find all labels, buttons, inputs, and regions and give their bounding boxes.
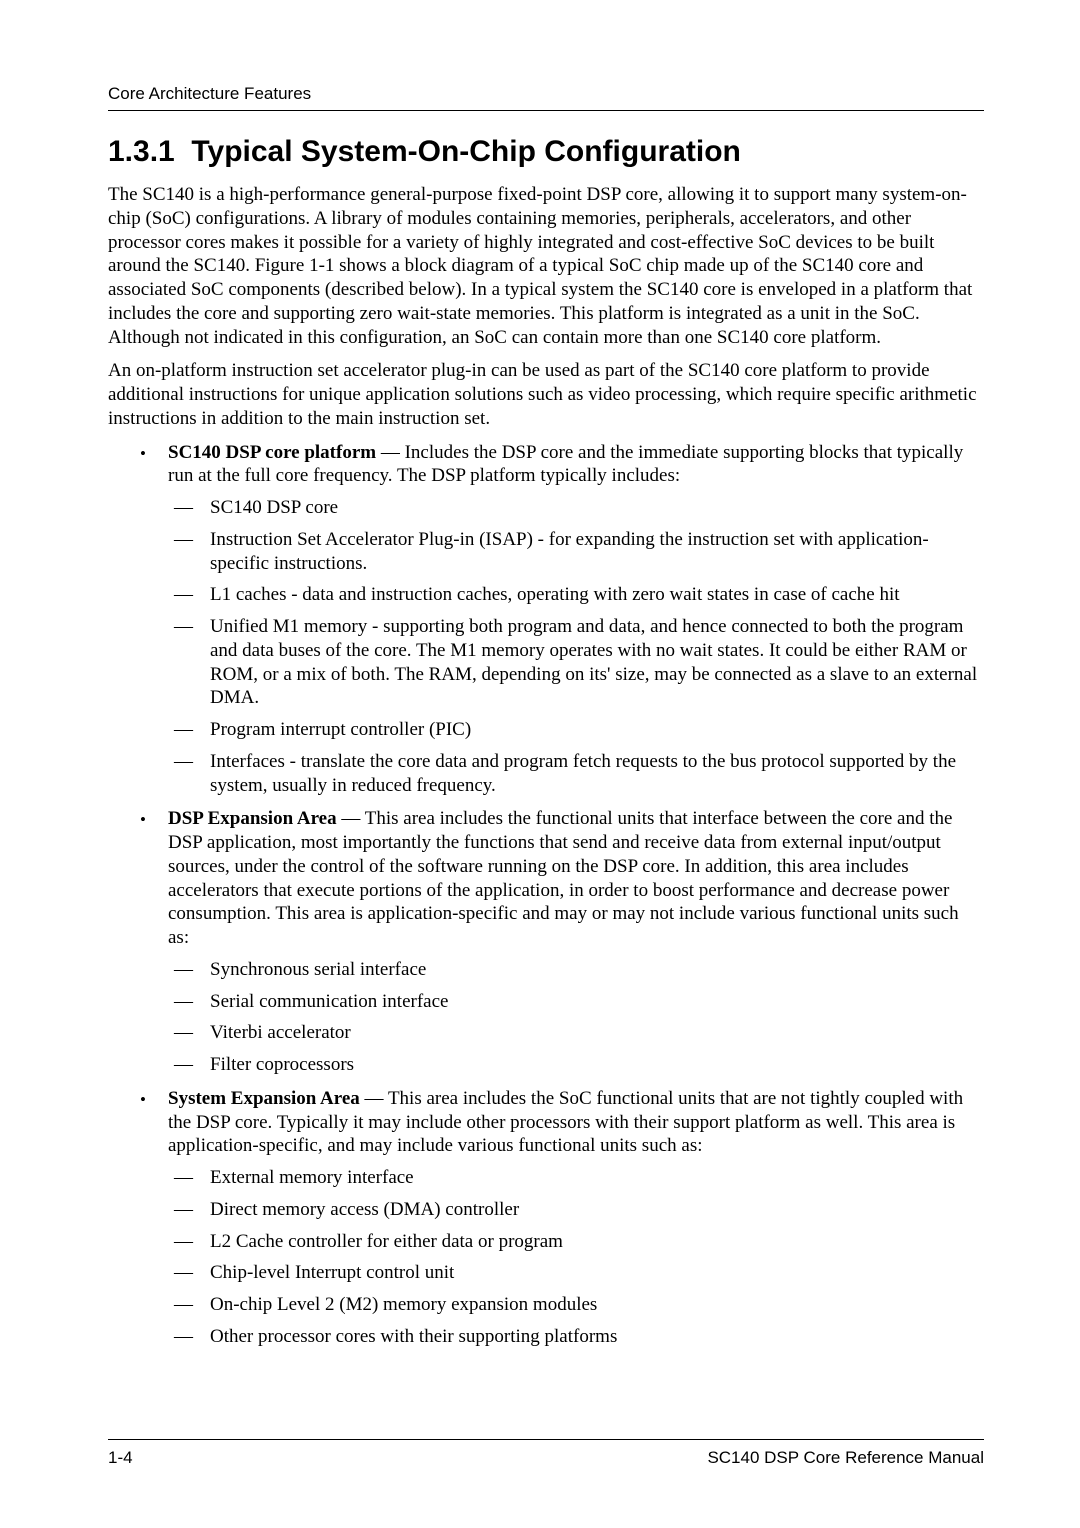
dash-icon: — xyxy=(174,583,193,607)
b1-sub-3-text: L1 caches - data and instruction caches,… xyxy=(210,584,900,605)
b1-sub-6: —Interfaces - translate the core data an… xyxy=(210,750,984,798)
b2-sub-1-text: Synchronous serial interface xyxy=(210,959,426,980)
bullet-item-2: • DSP Expansion Area — This area include… xyxy=(168,807,984,1077)
b2-sub-4: —Filter coprocessors xyxy=(210,1053,984,1077)
b2-sub-1: —Synchronous serial interface xyxy=(210,958,984,982)
b3-sub-3: —L2 Cache controller for either data or … xyxy=(210,1230,984,1254)
dash-icon: — xyxy=(174,528,193,552)
b3-sub-3-text: L2 Cache controller for either data or p… xyxy=(210,1231,563,1252)
bullet-3-lead: System Expansion Area xyxy=(168,1088,360,1109)
bullet-1-lead: SC140 DSP core platform xyxy=(168,442,376,463)
b1-sub-3: —L1 caches - data and instruction caches… xyxy=(210,583,984,607)
footer: 1-4 SC140 DSP Core Reference Manual xyxy=(108,1439,984,1468)
b3-sub-6: —Other processor cores with their suppor… xyxy=(210,1325,984,1349)
dash-icon: — xyxy=(174,1261,193,1285)
paragraph-1: The SC140 is a high-performance general-… xyxy=(108,183,984,349)
dash-icon: — xyxy=(174,1166,193,1190)
bullet-icon: • xyxy=(140,1089,146,1110)
bullet-list: • SC140 DSP core platform — Includes the… xyxy=(108,441,984,1349)
b3-sub-1-text: External memory interface xyxy=(210,1167,414,1188)
dash-icon: — xyxy=(174,615,193,639)
b1-sub-4: —Unified M1 memory - supporting both pro… xyxy=(210,615,984,710)
dash-icon: — xyxy=(174,1325,193,1349)
paragraph-2: An on-platform instruction set accelerat… xyxy=(108,359,984,430)
b3-sub-5-text: On-chip Level 2 (M2) memory expansion mo… xyxy=(210,1294,597,1315)
section-number: 1.3.1 xyxy=(108,135,175,168)
dash-icon: — xyxy=(174,718,193,742)
dash-icon: — xyxy=(174,1053,193,1077)
b2-sub-3: —Viterbi accelerator xyxy=(210,1021,984,1045)
b3-sub-6-text: Other processor cores with their support… xyxy=(210,1326,617,1347)
footer-row: 1-4 SC140 DSP Core Reference Manual xyxy=(108,1448,984,1468)
b1-sub-6-text: Interfaces - translate the core data and… xyxy=(210,751,956,796)
b2-sub-2: —Serial communication interface xyxy=(210,990,984,1014)
section-title: Typical System-On-Chip Configuration xyxy=(191,135,740,168)
b3-sub-5: —On-chip Level 2 (M2) memory expansion m… xyxy=(210,1293,984,1317)
dash-icon: — xyxy=(174,1230,193,1254)
bullet-icon: • xyxy=(140,443,146,464)
b1-sub-5: —Program interrupt controller (PIC) xyxy=(210,718,984,742)
bullet-1-sublist: —SC140 DSP core —Instruction Set Acceler… xyxy=(168,496,984,797)
b2-sub-4-text: Filter coprocessors xyxy=(210,1054,354,1075)
bullet-icon: • xyxy=(140,809,146,830)
b2-sub-3-text: Viterbi accelerator xyxy=(210,1022,351,1043)
b1-sub-2-text: Instruction Set Accelerator Plug-in (ISA… xyxy=(210,529,929,574)
dash-icon: — xyxy=(174,1198,193,1222)
b3-sub-2-text: Direct memory access (DMA) controller xyxy=(210,1199,519,1220)
dash-icon: — xyxy=(174,750,193,774)
dash-icon: — xyxy=(174,1021,193,1045)
dash-icon: — xyxy=(174,496,193,520)
b3-sub-1: —External memory interface xyxy=(210,1166,984,1190)
footer-rule xyxy=(108,1439,984,1440)
b3-sub-2: —Direct memory access (DMA) controller xyxy=(210,1198,984,1222)
page-number: 1-4 xyxy=(108,1448,133,1468)
header-rule xyxy=(108,110,984,111)
bullet-item-3: • System Expansion Area — This area incl… xyxy=(168,1087,984,1349)
doc-title: SC140 DSP Core Reference Manual xyxy=(707,1448,984,1468)
b1-sub-1-text: SC140 DSP core xyxy=(210,497,338,518)
b2-sub-2-text: Serial communication interface xyxy=(210,991,448,1012)
bullet-2-sublist: —Synchronous serial interface —Serial co… xyxy=(168,958,984,1077)
section-heading: 1.3.1 Typical System-On-Chip Configurati… xyxy=(108,135,984,169)
page: Core Architecture Features 1.3.1 Typical… xyxy=(0,0,1080,1528)
bullet-2-lead: DSP Expansion Area xyxy=(168,808,337,829)
dash-icon: — xyxy=(174,990,193,1014)
bullet-item-1: • SC140 DSP core platform — Includes the… xyxy=(168,441,984,798)
b3-sub-4: —Chip-level Interrupt control unit xyxy=(210,1261,984,1285)
dash-icon: — xyxy=(174,1293,193,1317)
bullet-3-sublist: —External memory interface —Direct memor… xyxy=(168,1166,984,1349)
b1-sub-4-text: Unified M1 memory - supporting both prog… xyxy=(210,616,977,708)
b1-sub-5-text: Program interrupt controller (PIC) xyxy=(210,719,471,740)
b1-sub-2: —Instruction Set Accelerator Plug-in (IS… xyxy=(210,528,984,576)
dash-icon: — xyxy=(174,958,193,982)
running-head: Core Architecture Features xyxy=(108,84,984,104)
b1-sub-1: —SC140 DSP core xyxy=(210,496,984,520)
b3-sub-4-text: Chip-level Interrupt control unit xyxy=(210,1262,454,1283)
